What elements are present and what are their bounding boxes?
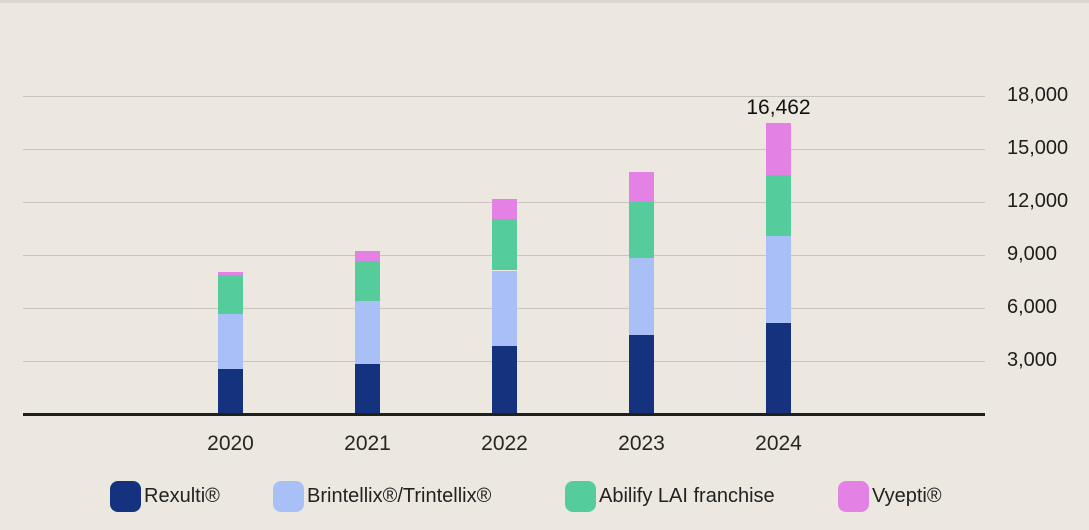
legend-item-vyepti: Vyepti® [838,480,942,512]
bar-segment-2020-brintellix-trintellix [218,314,243,369]
x-axis-line [23,412,985,416]
bar-segment-2023-brintellix-trintellix [629,258,654,335]
legend-label: Abilify LAI franchise [599,484,775,507]
bar-segment-2022-brintellix-trintellix [492,270,517,346]
y-axis-tick-label: 9,000 [1007,243,1058,265]
legend-swatch-icon [838,480,869,512]
bar-segment-2020-rexulti [218,368,243,414]
legend-swatch-icon [110,480,141,512]
legend-item-brintellix-trintellix: Brintellix®/Trintellix® [273,480,491,512]
bar-segment-2021-brintellix-trintellix [355,300,380,364]
bar-segment-2020-abilify-lai-franchise [218,275,243,315]
bar-segment-2021-vyepti [355,250,380,261]
bar-segment-2024-vyepti [766,123,791,175]
x-axis-tick-label-2020: 2020 [207,432,254,455]
x-axis-tick-label-2023: 2023 [618,432,665,455]
bar-segment-2024-abilify-lai-franchise [766,175,791,236]
legend-swatch-icon [273,480,304,512]
bar-segment-2024-brintellix-trintellix [766,235,791,323]
gridline-18000 [23,95,985,97]
bar-segment-2023-abilify-lai-franchise [629,202,654,258]
y-axis-tick-label: 15,000 [1007,137,1069,159]
total-value-annotation: 16,462 [746,96,811,120]
y-axis-tick-label: 18,000 [1007,84,1069,106]
legend-item-rexulti: Rexulti® [110,480,220,512]
legend-item-abilify-lai-franchise: Abilify LAI franchise [565,480,775,512]
bar-segment-2021-rexulti [355,363,380,414]
legend-label: Vyepti® [872,484,942,507]
x-axis-tick-label-2024: 2024 [755,432,802,455]
bar-segment-2020-vyepti [218,272,243,276]
legend-swatch-icon [565,480,596,512]
bar-segment-2023-rexulti [629,335,654,414]
bar-segment-2022-vyepti [492,198,517,219]
bar-segment-2024-rexulti [766,322,791,414]
legend-label: Rexulti® [144,484,220,507]
x-axis-tick-label-2022: 2022 [481,432,528,455]
gridline-15000 [23,148,985,150]
bar-segment-2022-abilify-lai-franchise [492,218,517,271]
x-axis-tick-label-2021: 2021 [344,432,391,455]
bar-segment-2023-vyepti [629,172,654,202]
y-axis-tick-label: 6,000 [1007,296,1058,318]
y-axis-tick-label: 12,000 [1007,190,1069,212]
bar-segment-2022-rexulti [492,345,517,414]
chart-legend: Rexulti® Brintellix®/Trintellix® Abilify L… [0,480,1089,514]
bar-segment-2021-abilify-lai-franchise [355,260,380,301]
y-axis-tick-label: 3,000 [1007,349,1058,371]
legend-label: Brintellix®/Trintellix® [307,484,492,507]
